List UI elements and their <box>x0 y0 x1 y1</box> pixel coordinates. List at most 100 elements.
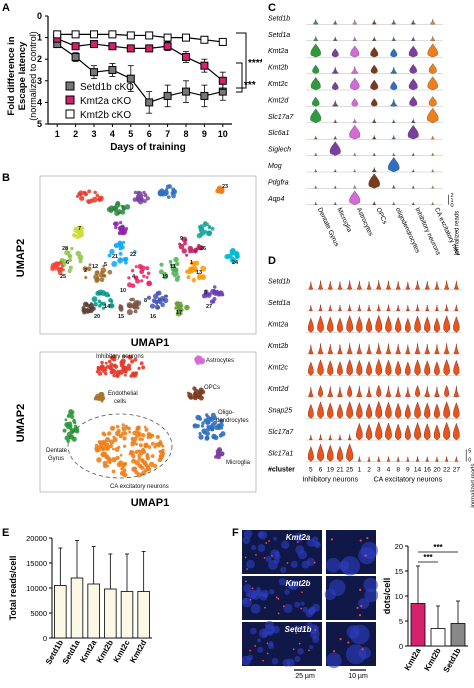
chart-a-xtick-label: 6 <box>147 129 152 139</box>
umap-bottom-point <box>97 371 103 376</box>
gene-label-setd1a: Setd1a <box>268 300 290 307</box>
chart-f-ylabel: dots/cell <box>382 578 392 615</box>
umap-bottom-point <box>126 363 132 368</box>
point-setd1b <box>126 74 135 83</box>
umap-bottom-point <box>137 457 141 461</box>
umap-top-ylabel: UMAP2 <box>15 239 27 278</box>
chart-f-category-label: Setd1b <box>442 646 463 674</box>
point-setd1b <box>200 91 209 100</box>
sig-a-1: **** <box>248 58 262 69</box>
umap-top-point <box>114 221 119 227</box>
violin-kmt2b <box>434 344 440 355</box>
violin-kmt2a <box>370 46 379 58</box>
umap-top-point <box>100 267 107 274</box>
violin-setd1b <box>429 19 436 25</box>
nucleus <box>259 592 268 601</box>
umap-bottom-point <box>102 445 109 451</box>
umap-bottom-point <box>104 361 108 365</box>
nucleus <box>269 589 275 595</box>
violin-setd1b <box>371 19 377 25</box>
chart-a-ytick-label: 3 <box>37 76 42 86</box>
gene-label-slc17a7: Slc17a7 <box>268 114 294 121</box>
umap-bottom-point <box>103 433 107 437</box>
violin-kmt2d <box>366 386 372 398</box>
umap-top-point <box>190 266 195 271</box>
rna-dot <box>314 629 317 631</box>
umap-bottom-point <box>67 422 71 425</box>
violin-kmt2c <box>332 81 339 91</box>
cluster-number: 21 <box>336 467 344 474</box>
violin-setd1a <box>415 304 420 312</box>
violin-kmt2c <box>356 359 363 376</box>
violin-setd1b <box>391 19 397 25</box>
violin-kmt2b <box>385 343 392 355</box>
violin-slc17a7 <box>424 422 431 441</box>
umap-top-point <box>114 225 118 230</box>
umap-top-point <box>118 227 123 232</box>
violin-kmt2d <box>444 384 450 398</box>
violin-siglech <box>353 152 357 156</box>
point-setd1b <box>108 66 117 74</box>
umap-top-point <box>171 271 175 276</box>
violin-kmt2b <box>317 343 324 355</box>
violin-slc17a1 <box>425 456 430 462</box>
violin-kmt2b <box>350 66 359 74</box>
umap-top-point <box>142 274 146 278</box>
cluster-id-label: 25 <box>60 274 66 280</box>
violin-kmt2a <box>331 48 339 58</box>
violin-siglech <box>431 152 435 156</box>
rna-dot <box>298 642 301 645</box>
umap-top-point <box>113 243 117 247</box>
umap-top-point <box>199 224 203 228</box>
rna-dot <box>296 541 299 544</box>
umap-top-point <box>108 302 115 309</box>
violin-siglech <box>411 152 415 156</box>
nucleus <box>256 586 261 592</box>
violin-slc6a1 <box>371 135 377 140</box>
umap-bottom-point <box>210 412 216 418</box>
umap-bottom-point <box>144 427 149 432</box>
gene-label-pdgfra: Pdgfra <box>268 179 289 186</box>
group-ca-label: CA excitatory neurons <box>374 477 443 484</box>
violin-kmt2b <box>395 344 401 355</box>
umap-bottom-point <box>200 359 205 364</box>
violin-setd1a <box>444 304 449 312</box>
nucleus <box>360 541 378 560</box>
violin-kmt2c <box>395 360 402 376</box>
cluster-id-label: 20 <box>94 314 100 320</box>
rna-dot <box>364 554 367 557</box>
umap-bottom-point <box>216 423 221 428</box>
umap-bottom-point <box>115 424 120 429</box>
legend-setd1b: Setd1b cKO <box>80 82 134 93</box>
series-line-kmt2a <box>56 38 224 82</box>
umap-top-point <box>70 246 74 251</box>
rna-dot <box>292 648 295 651</box>
violin-kmt2a <box>424 316 431 333</box>
umap-bottom-point <box>94 396 98 400</box>
violin-kmt2b <box>409 63 417 74</box>
nucleus <box>264 624 275 635</box>
umap-top-point <box>107 269 113 275</box>
celltype-label: Oligo- <box>218 410 234 416</box>
umap-top-point <box>205 230 212 237</box>
violin-slc17a7 <box>395 423 402 441</box>
umap-bottom-point <box>146 432 152 437</box>
point-kmt2b <box>145 31 154 40</box>
chart-e-ytick-label: 20000 <box>26 534 47 543</box>
violin-slc17a7 <box>375 421 383 441</box>
nucleus <box>286 658 295 667</box>
point-kmt2b <box>200 35 209 44</box>
nucleus <box>325 557 341 573</box>
umap-top-point <box>163 294 167 298</box>
umap-top-point <box>102 264 106 268</box>
rna-dot <box>245 580 247 583</box>
umap-top-point <box>118 251 123 256</box>
violin-pdgfra <box>368 173 380 189</box>
umap-top-point <box>224 253 230 260</box>
violin-setd1b <box>414 280 421 290</box>
celltype-violin-plot: Setd1b Setd1a Kmt2a Kmt2b Kmt2c Kmt2d Slc17a7 S… <box>267 15 466 255</box>
umap-bottom-point <box>74 427 79 432</box>
bar-kmt2b <box>104 588 117 639</box>
violin-setd1a <box>313 36 319 41</box>
violin-snap25 <box>395 402 402 419</box>
